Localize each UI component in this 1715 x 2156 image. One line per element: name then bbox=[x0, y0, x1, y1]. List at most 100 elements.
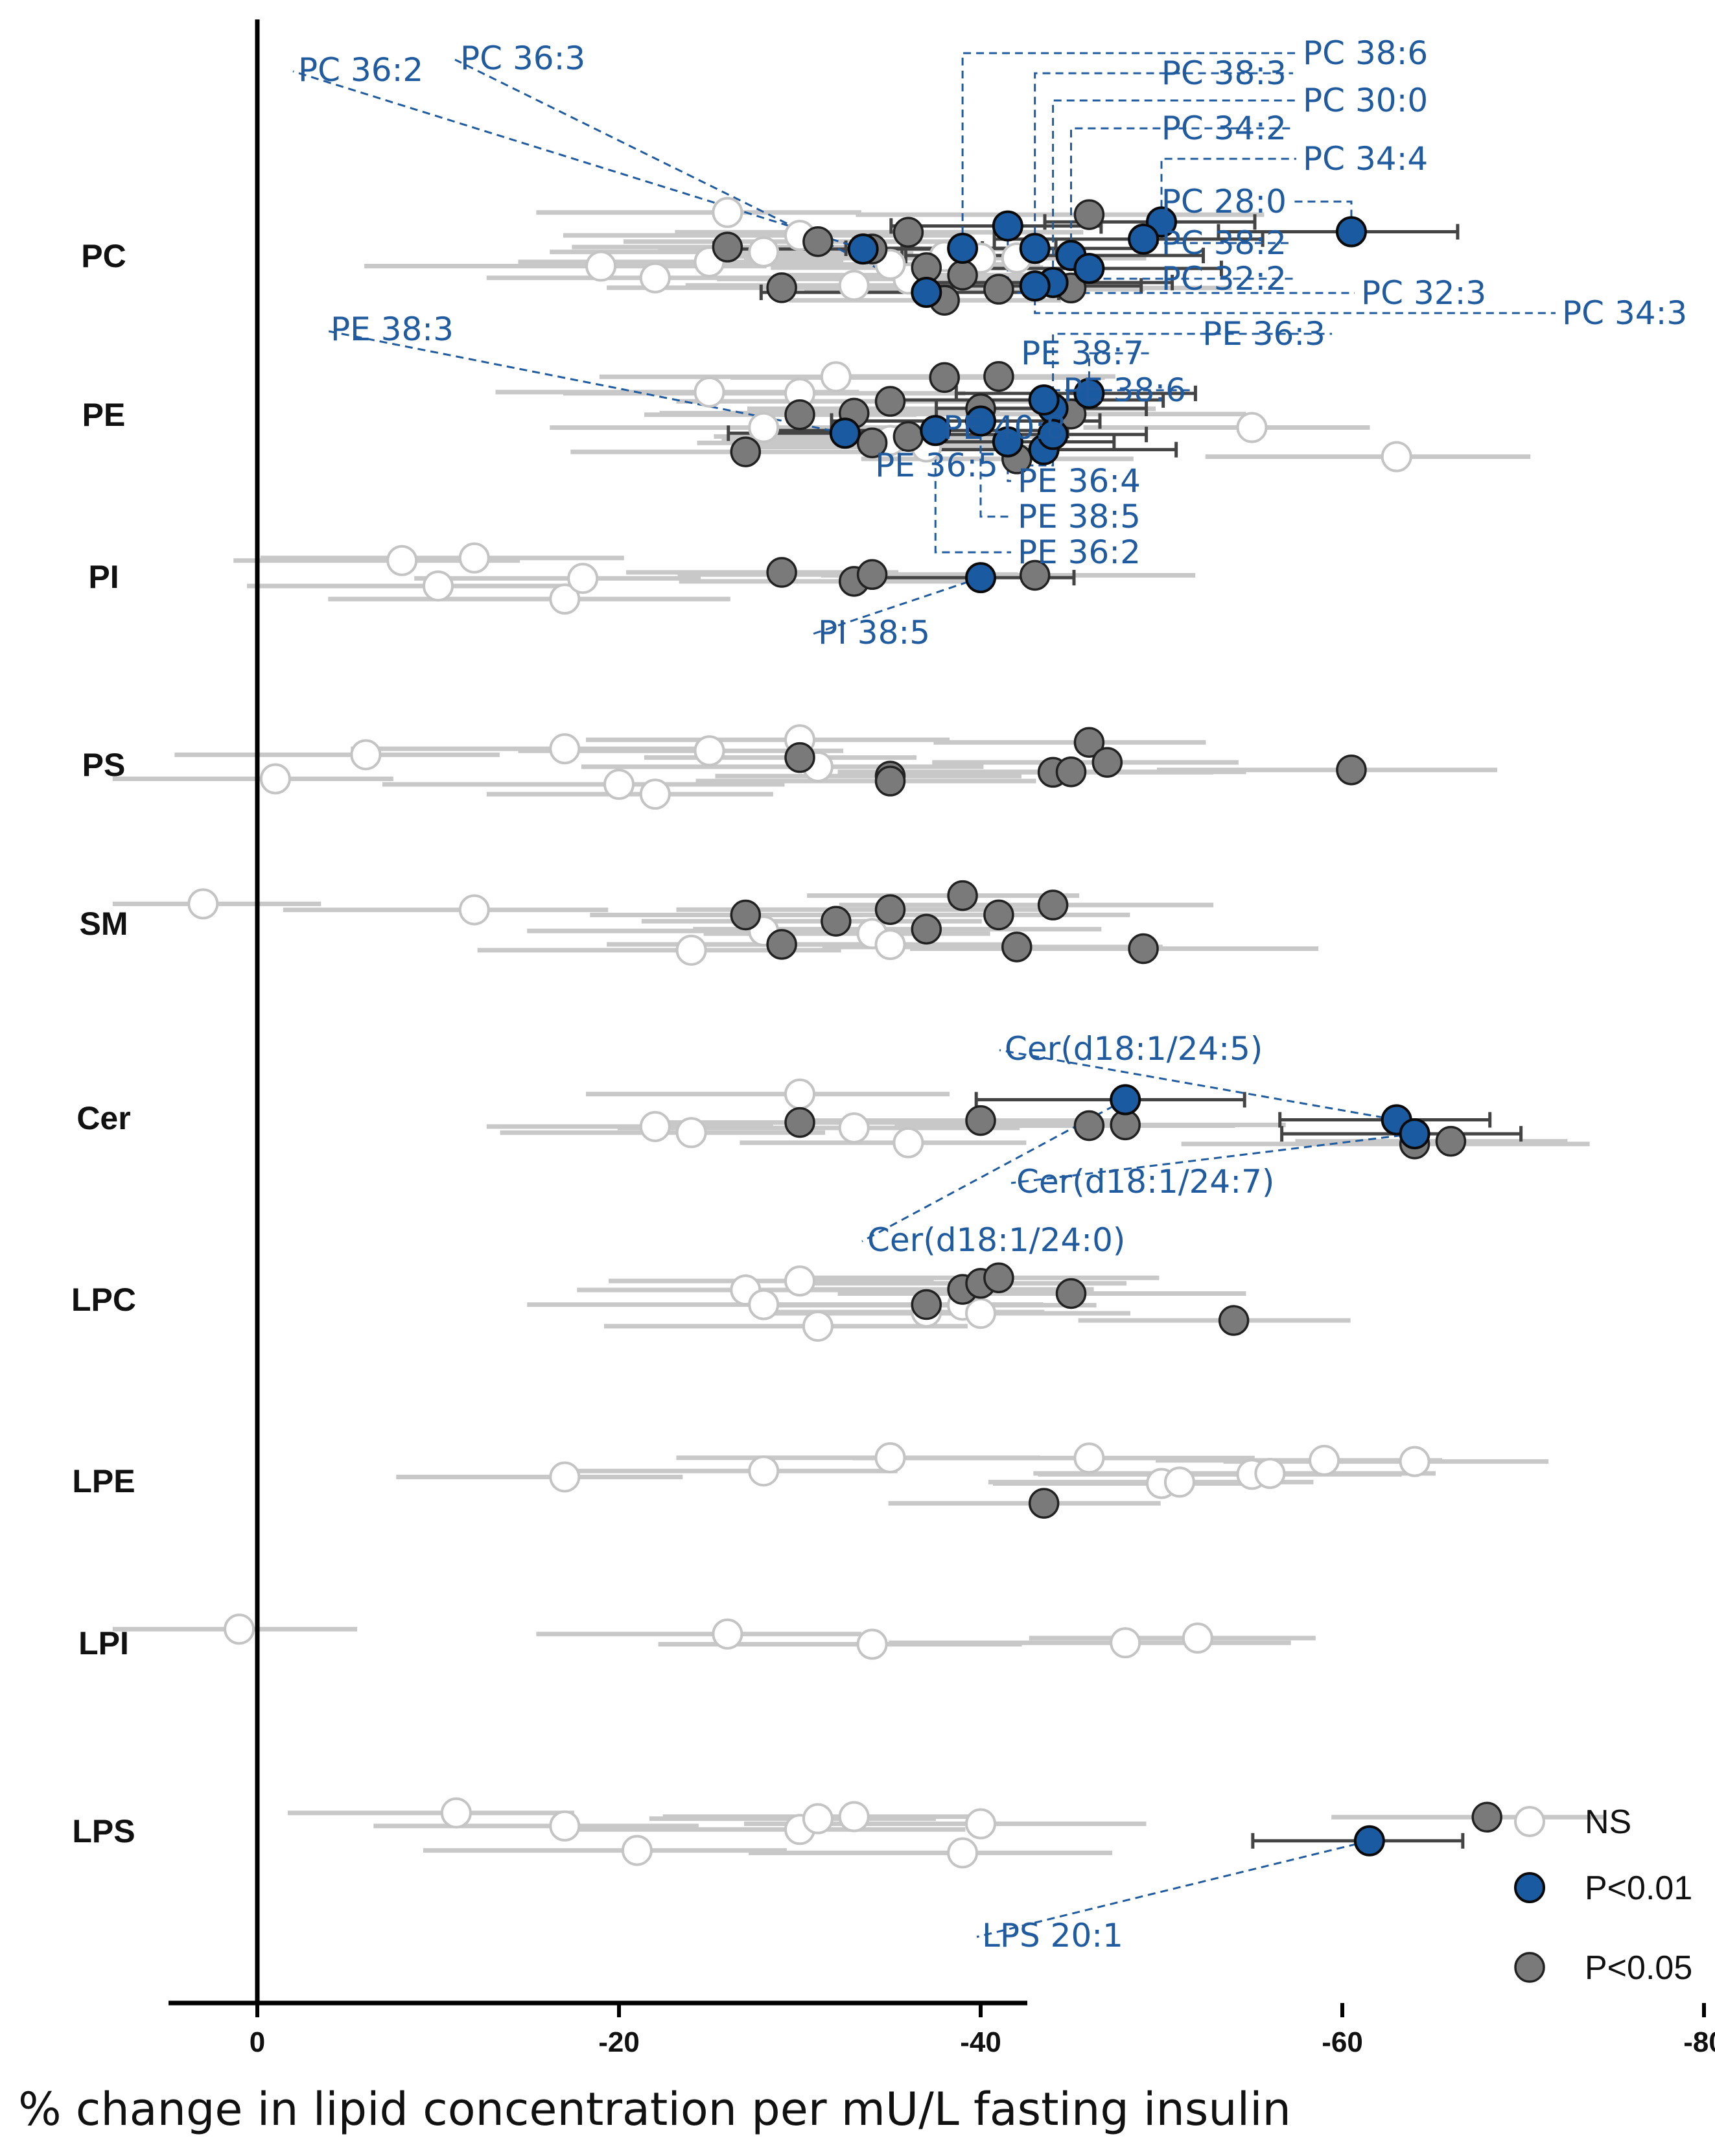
p05-point bbox=[802, 226, 834, 257]
p05-point bbox=[766, 557, 797, 588]
p05-point bbox=[874, 766, 906, 797]
annotation-leader bbox=[961, 52, 1296, 234]
ns-point bbox=[1381, 441, 1412, 473]
category-label-pc: PC bbox=[81, 238, 126, 274]
annotation-leader bbox=[1034, 72, 1293, 235]
ns-point bbox=[1309, 1444, 1340, 1476]
annotation-label: PC 30:0 bbox=[1303, 82, 1428, 119]
p05-point bbox=[1028, 1488, 1060, 1519]
p01-point bbox=[965, 405, 996, 437]
p05-point bbox=[1336, 754, 1367, 786]
p01-point bbox=[1110, 1084, 1141, 1116]
annotation-label: PE 36:5 bbox=[875, 447, 998, 484]
category-labels: PC PE PI PS SM Cer LPC LPE LPI LPS bbox=[71, 238, 136, 1849]
ns-point bbox=[784, 1265, 815, 1297]
ns-point bbox=[802, 1310, 834, 1342]
ns-point bbox=[621, 1834, 653, 1866]
p01-point bbox=[1037, 419, 1069, 451]
ns-point bbox=[458, 542, 490, 574]
annotation-leader bbox=[1088, 254, 1293, 280]
ns-point bbox=[675, 934, 707, 966]
annotation-label: PE 38:3 bbox=[331, 311, 454, 348]
annotation-label: PE 38:5 bbox=[1018, 498, 1141, 535]
annotation-label: Cer(d18:1/24:0) bbox=[867, 1221, 1125, 1259]
annotation-label: PC 32:3 bbox=[1361, 274, 1486, 312]
legend-marker-p01 bbox=[1514, 1872, 1545, 1903]
ns-point bbox=[712, 196, 743, 228]
ns-point bbox=[187, 888, 219, 920]
p01-point bbox=[1335, 216, 1367, 248]
annotation-leader bbox=[1088, 352, 1150, 379]
p05-point bbox=[730, 436, 762, 467]
confidence-intervals bbox=[112, 210, 1604, 1855]
p01-point bbox=[947, 232, 979, 264]
p05-point bbox=[965, 1105, 996, 1136]
ns-point bbox=[1236, 412, 1268, 443]
annotation-label: PC 38:3 bbox=[1161, 54, 1287, 92]
ns-point bbox=[567, 563, 599, 594]
category-label-lpc: LPC bbox=[71, 1282, 136, 1318]
x-tick-label: 0 bbox=[250, 2026, 265, 2058]
p05-point bbox=[874, 894, 906, 925]
p01-point bbox=[1073, 377, 1105, 409]
annotation-leader bbox=[1293, 200, 1353, 218]
ns-point bbox=[603, 769, 635, 801]
p05-point bbox=[1055, 1278, 1087, 1309]
p01-point bbox=[1073, 253, 1105, 285]
p05-point bbox=[1073, 199, 1105, 230]
p05-point bbox=[1073, 1110, 1105, 1142]
category-label-sm: SM bbox=[80, 906, 128, 942]
category-label-ps: PS bbox=[82, 747, 126, 783]
ns-point bbox=[874, 1442, 906, 1473]
ns-points bbox=[187, 196, 1430, 1869]
annotation-label: PC 32:2 bbox=[1161, 260, 1287, 298]
ns-point bbox=[224, 1613, 255, 1645]
annotation-leader bbox=[979, 406, 1011, 518]
category-label-cer: Cer bbox=[76, 1100, 130, 1136]
annotation-label: LPS 20:1 bbox=[982, 1917, 1123, 1954]
p05-point bbox=[1435, 1125, 1467, 1157]
p05-point bbox=[712, 231, 743, 263]
ns-point bbox=[748, 236, 780, 268]
ns-point bbox=[350, 739, 382, 771]
ns-point bbox=[694, 735, 725, 767]
category-label-lps: LPS bbox=[72, 1813, 135, 1849]
p05-point bbox=[1073, 727, 1105, 758]
ns-point bbox=[1110, 1627, 1141, 1659]
ns-point bbox=[947, 1837, 979, 1869]
annotation-label: PC 36:2 bbox=[298, 51, 423, 89]
p05-point bbox=[856, 427, 888, 458]
x-tick-label: -80 bbox=[1683, 2026, 1715, 2058]
ns-point bbox=[748, 1455, 780, 1487]
annotation-label: PC 38:6 bbox=[1303, 34, 1428, 72]
p05-point bbox=[892, 217, 924, 248]
annotation-label: PE 38:7 bbox=[1021, 334, 1144, 372]
p05-point bbox=[730, 899, 762, 931]
annotation-label: PE 38:6 bbox=[1063, 371, 1186, 409]
ns-point bbox=[1163, 1466, 1195, 1498]
ns-point bbox=[802, 1803, 834, 1834]
p05-point bbox=[929, 362, 960, 393]
ns-point bbox=[965, 1298, 996, 1330]
p05-point bbox=[1037, 889, 1069, 920]
ns-point bbox=[892, 1127, 924, 1158]
p05-point bbox=[784, 1107, 815, 1138]
ns-point bbox=[856, 1628, 888, 1660]
annotation-leader bbox=[934, 416, 1011, 554]
p01-point bbox=[1019, 233, 1051, 264]
ns-point bbox=[423, 570, 454, 602]
ns-point bbox=[1254, 1457, 1286, 1489]
annotation-leader bbox=[1052, 333, 1332, 395]
ns-point bbox=[838, 270, 870, 301]
p01-point bbox=[1128, 223, 1160, 255]
legend: NS P<0.01 P<0.05 bbox=[1514, 1803, 1692, 1987]
ns-point bbox=[1073, 1442, 1105, 1474]
p01-point bbox=[992, 210, 1023, 242]
p05-point bbox=[821, 906, 852, 937]
p01-point bbox=[847, 233, 879, 265]
annotation-label: PI 38:5 bbox=[818, 614, 930, 651]
annotation-leader bbox=[1070, 127, 1293, 242]
p05-point bbox=[784, 399, 815, 430]
legend-marker-ns bbox=[1514, 1806, 1545, 1837]
